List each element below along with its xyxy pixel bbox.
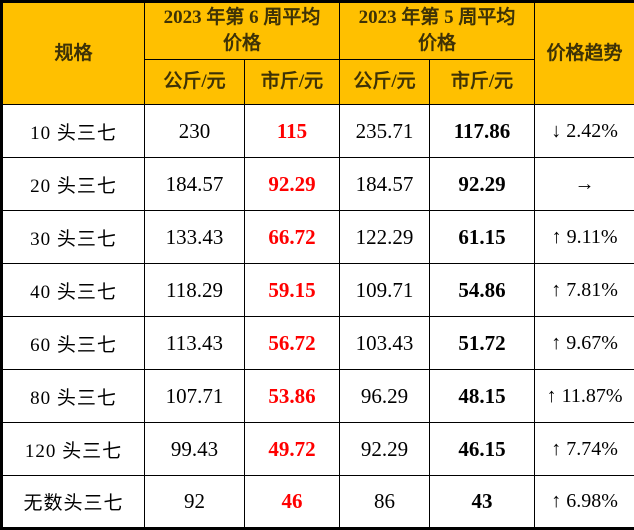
trend-cell: ↑ 9.11%: [535, 211, 634, 264]
week5-kg-cell: 122.29: [340, 211, 430, 264]
table-row: 120 头三七 99.43 49.72 92.29 46.15 ↑ 7.74%: [2, 423, 634, 476]
week5-kg-cell: 92.29: [340, 423, 430, 476]
spec-cell: 30 头三七: [2, 211, 145, 264]
table-row: 40 头三七 118.29 59.15 109.71 54.86 ↑ 7.81%: [2, 264, 634, 317]
spec-cell: 80 头三七: [2, 370, 145, 423]
week5-jin-cell: 46.15: [430, 423, 535, 476]
spec-cell: 60 头三七: [2, 317, 145, 370]
table-row: 无数头三七 92 46 86 43 ↑ 6.98%: [2, 476, 634, 529]
header-week6: 2023 年第 6 周平均 价格: [145, 2, 340, 60]
week6-kg-cell: 99.43: [145, 423, 245, 476]
spec-cell: 40 头三七: [2, 264, 145, 317]
header-week6-kg: 公斤/元: [145, 60, 245, 105]
header-week5-jin: 市斤/元: [430, 60, 535, 105]
table-row: 30 头三七 133.43 66.72 122.29 61.15 ↑ 9.11%: [2, 211, 634, 264]
trend-cell: ↑ 9.67%: [535, 317, 634, 370]
week6-jin-cell: 59.15: [245, 264, 340, 317]
week6-kg-cell: 92: [145, 476, 245, 529]
week6-jin-cell: 49.72: [245, 423, 340, 476]
week5-jin-cell: 92.29: [430, 158, 535, 211]
trend-cell: ↑ 11.87%: [535, 370, 634, 423]
week5-kg-cell: 86: [340, 476, 430, 529]
week5-kg-cell: 96.29: [340, 370, 430, 423]
trend-cell: ↑ 6.98%: [535, 476, 634, 529]
week5-jin-cell: 51.72: [430, 317, 535, 370]
week5-kg-cell: 109.71: [340, 264, 430, 317]
header-row-top: 规格 2023 年第 6 周平均 价格 2023 年第 5 周平均 价格 价格趋…: [2, 2, 634, 60]
week5-jin-cell: 117.86: [430, 105, 535, 158]
header-spec: 规格: [2, 2, 145, 105]
spec-cell: 10 头三七: [2, 105, 145, 158]
week6-kg-cell: 107.71: [145, 370, 245, 423]
header-week6-jin: 市斤/元: [245, 60, 340, 105]
week5-kg-cell: 103.43: [340, 317, 430, 370]
week6-kg-cell: 184.57: [145, 158, 245, 211]
table-row: 20 头三七 184.57 92.29 184.57 92.29 →: [2, 158, 634, 211]
week5-jin-cell: 48.15: [430, 370, 535, 423]
week5-jin-cell: 54.86: [430, 264, 535, 317]
table-row: 10 头三七 230 115 235.71 117.86 ↓ 2.42%: [2, 105, 634, 158]
week6-kg-cell: 133.43: [145, 211, 245, 264]
week5-jin-cell: 43: [430, 476, 535, 529]
trend-cell: →: [535, 158, 634, 211]
table-row: 80 头三七 107.71 53.86 96.29 48.15 ↑ 11.87%: [2, 370, 634, 423]
week5-kg-cell: 184.57: [340, 158, 430, 211]
header-trend: 价格趋势: [535, 2, 634, 105]
week6-jin-cell: 115: [245, 105, 340, 158]
week6-jin-cell: 53.86: [245, 370, 340, 423]
spec-cell: 120 头三七: [2, 423, 145, 476]
spec-cell: 无数头三七: [2, 476, 145, 529]
table-body: 10 头三七 230 115 235.71 117.86 ↓ 2.42% 20 …: [2, 105, 634, 529]
table-row: 60 头三七 113.43 56.72 103.43 51.72 ↑ 9.67%: [2, 317, 634, 370]
week5-jin-cell: 61.15: [430, 211, 535, 264]
week6-jin-cell: 56.72: [245, 317, 340, 370]
header-week5-kg: 公斤/元: [340, 60, 430, 105]
trend-cell: ↓ 2.42%: [535, 105, 634, 158]
week6-jin-cell: 92.29: [245, 158, 340, 211]
trend-cell: ↑ 7.74%: [535, 423, 634, 476]
trend-cell: ↑ 7.81%: [535, 264, 634, 317]
spec-cell: 20 头三七: [2, 158, 145, 211]
table-header: 规格 2023 年第 6 周平均 价格 2023 年第 5 周平均 价格 价格趋…: [2, 2, 634, 105]
week6-kg-cell: 113.43: [145, 317, 245, 370]
week6-kg-cell: 118.29: [145, 264, 245, 317]
week5-kg-cell: 235.71: [340, 105, 430, 158]
week6-kg-cell: 230: [145, 105, 245, 158]
week6-jin-cell: 46: [245, 476, 340, 529]
header-week5: 2023 年第 5 周平均 价格: [340, 2, 535, 60]
week6-jin-cell: 66.72: [245, 211, 340, 264]
